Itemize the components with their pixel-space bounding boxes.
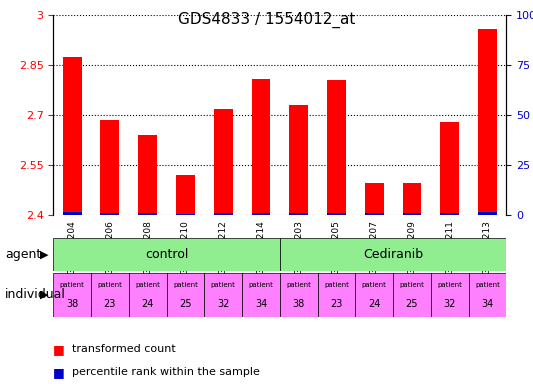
Text: patient: patient <box>98 282 123 288</box>
Bar <box>138 135 157 215</box>
FancyBboxPatch shape <box>431 273 469 317</box>
Text: percentile rank within the sample: percentile rank within the sample <box>72 367 260 377</box>
FancyBboxPatch shape <box>204 273 242 317</box>
FancyBboxPatch shape <box>91 273 129 317</box>
Bar <box>63 57 82 215</box>
Text: patient: patient <box>362 282 386 288</box>
Bar <box>252 213 270 215</box>
FancyBboxPatch shape <box>166 273 204 317</box>
Text: 23: 23 <box>104 298 116 309</box>
Text: patient: patient <box>437 282 462 288</box>
Bar <box>478 212 497 215</box>
Text: patient: patient <box>324 282 349 288</box>
Bar <box>289 105 308 215</box>
Bar <box>289 213 308 215</box>
Bar <box>402 184 422 215</box>
FancyBboxPatch shape <box>469 273 506 317</box>
Text: 34: 34 <box>255 298 267 309</box>
FancyBboxPatch shape <box>280 273 318 317</box>
FancyBboxPatch shape <box>53 238 280 271</box>
Text: ▶: ▶ <box>40 249 49 260</box>
Text: patient: patient <box>211 282 236 288</box>
Bar <box>214 213 232 215</box>
Text: 25: 25 <box>179 298 192 309</box>
Bar <box>402 213 422 215</box>
Text: patient: patient <box>286 282 311 288</box>
Bar <box>214 109 232 215</box>
Text: GDS4833 / 1554012_at: GDS4833 / 1554012_at <box>178 12 355 28</box>
Text: patient: patient <box>173 282 198 288</box>
FancyBboxPatch shape <box>242 273 280 317</box>
Text: 23: 23 <box>330 298 343 309</box>
Text: 38: 38 <box>66 298 78 309</box>
Bar <box>327 80 346 215</box>
Text: patient: patient <box>248 282 273 288</box>
Bar <box>327 213 346 215</box>
Bar <box>365 184 384 215</box>
Text: patient: patient <box>400 282 424 288</box>
Bar <box>478 29 497 215</box>
FancyBboxPatch shape <box>318 273 356 317</box>
Text: control: control <box>145 248 188 261</box>
Text: transformed count: transformed count <box>72 344 176 354</box>
Text: 34: 34 <box>481 298 494 309</box>
Text: 25: 25 <box>406 298 418 309</box>
Text: 38: 38 <box>293 298 305 309</box>
Bar <box>365 213 384 215</box>
FancyBboxPatch shape <box>53 273 91 317</box>
Text: ▶: ▶ <box>40 290 49 300</box>
Text: patient: patient <box>135 282 160 288</box>
FancyBboxPatch shape <box>280 238 506 271</box>
Text: 32: 32 <box>443 298 456 309</box>
FancyBboxPatch shape <box>129 273 166 317</box>
Text: ■: ■ <box>53 343 65 356</box>
Bar <box>176 214 195 215</box>
Bar <box>176 175 195 215</box>
Bar <box>101 120 119 215</box>
Text: 24: 24 <box>368 298 381 309</box>
Bar <box>138 213 157 215</box>
Text: patient: patient <box>60 282 85 288</box>
Bar <box>252 79 270 215</box>
Bar <box>440 122 459 215</box>
FancyBboxPatch shape <box>393 273 431 317</box>
Text: patient: patient <box>475 282 500 288</box>
Text: Cediranib: Cediranib <box>363 248 423 261</box>
Text: individual: individual <box>5 288 66 301</box>
Text: agent: agent <box>5 248 42 261</box>
Bar <box>63 212 82 215</box>
Bar <box>440 213 459 215</box>
Text: 24: 24 <box>141 298 154 309</box>
Bar <box>101 213 119 215</box>
Text: ■: ■ <box>53 366 65 379</box>
Text: 32: 32 <box>217 298 229 309</box>
FancyBboxPatch shape <box>356 273 393 317</box>
